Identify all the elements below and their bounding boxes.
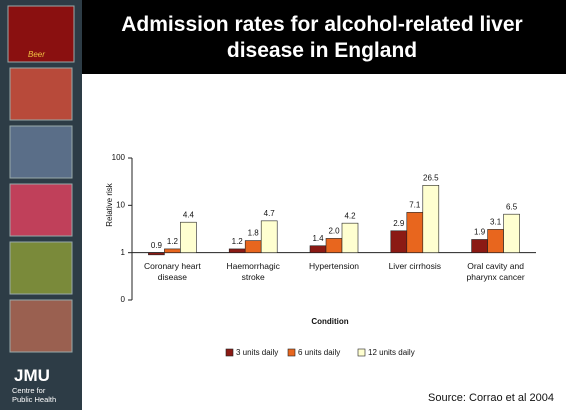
legend-label: 12 units daily	[368, 348, 415, 357]
bar	[244, 240, 262, 253]
value-label: 1.8	[248, 229, 260, 238]
value-label: 2.0	[328, 227, 340, 236]
thumbnail	[9, 183, 73, 237]
bar	[309, 245, 327, 253]
x-axis-label: Condition	[311, 317, 348, 326]
legend-swatch	[357, 348, 366, 357]
bar	[487, 229, 504, 253]
bar	[148, 252, 165, 256]
bar	[260, 220, 278, 253]
x-tick-label: Oral cavity and pharynx cancer	[466, 260, 525, 282]
thumbnail	[9, 299, 73, 353]
chart-title: Admission rates for alcohol-related live…	[121, 13, 523, 62]
value-label: 1.4	[312, 234, 324, 243]
value-label: 1.2	[232, 237, 244, 246]
thumbnail	[9, 125, 73, 179]
value-label: 4.2	[344, 211, 356, 220]
value-label: 3.1	[490, 218, 502, 227]
bar	[180, 221, 197, 253]
title-band	[82, 0, 566, 74]
bar	[164, 248, 181, 253]
legend-label: 6 units daily	[298, 348, 340, 357]
value-label: 1.9	[474, 228, 486, 237]
value-label: 26.5	[423, 173, 439, 182]
x-tick-label: Hypertension	[308, 260, 360, 271]
value-label: 6.5	[506, 202, 518, 211]
bar	[390, 230, 408, 253]
bar	[341, 222, 359, 253]
x-tick-label: Haemorrhagic stroke	[226, 260, 280, 282]
y-tick-label: 10	[116, 200, 125, 209]
bar	[228, 248, 246, 253]
bar	[406, 212, 424, 253]
value-label: 4.7	[264, 209, 276, 218]
x-tick-label: Coronary heart disease	[144, 260, 201, 282]
bar	[503, 213, 520, 253]
bar	[471, 239, 488, 253]
thumbnail	[9, 241, 73, 295]
badge: Beer	[28, 50, 45, 59]
legend-swatch	[225, 348, 234, 357]
legend-swatch	[287, 348, 296, 357]
value-label: 4.4	[183, 210, 195, 219]
x-tick-label: Liver cirrhosis	[388, 260, 442, 271]
value-label: 2.9	[393, 219, 405, 228]
y-tick-label: 100	[112, 153, 126, 162]
source: Source: Corrao et al 2004	[428, 392, 554, 404]
logo-caption: Centre for Public Health	[12, 386, 57, 404]
value-label: 0.9	[151, 241, 163, 250]
value-label: 1.2	[167, 237, 179, 246]
y-axis-label: Relative risk	[105, 182, 114, 227]
logo: JMU	[14, 366, 50, 385]
bar	[422, 184, 440, 253]
y-tick-label: 0	[121, 295, 126, 304]
thumbnail	[9, 67, 73, 121]
y-tick-label: 1	[121, 248, 126, 257]
value-label: 7.1	[409, 200, 421, 209]
bar	[325, 238, 343, 253]
thumbnail	[7, 5, 75, 63]
legend-label: 3 units daily	[236, 348, 278, 357]
